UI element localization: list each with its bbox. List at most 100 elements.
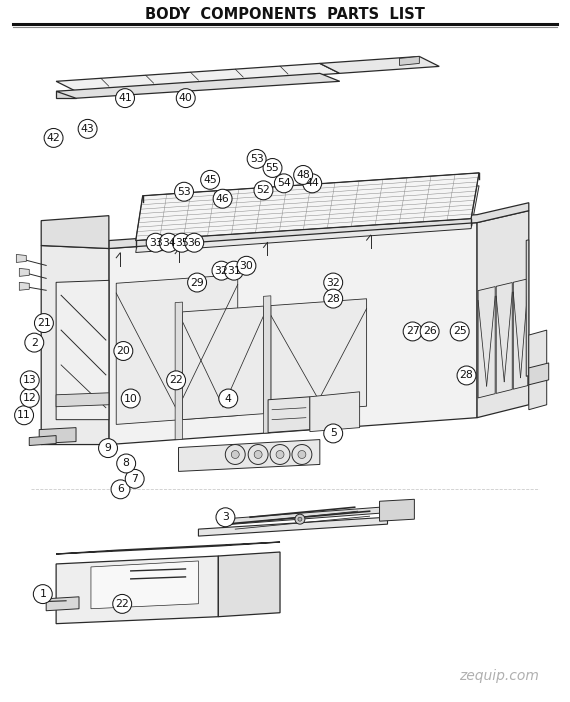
Circle shape bbox=[324, 273, 343, 292]
Circle shape bbox=[216, 508, 235, 526]
Circle shape bbox=[33, 585, 52, 604]
Polygon shape bbox=[91, 561, 198, 609]
Polygon shape bbox=[221, 508, 380, 525]
Text: 11: 11 bbox=[17, 410, 31, 420]
Text: 32: 32 bbox=[327, 277, 340, 288]
Circle shape bbox=[174, 183, 193, 201]
Polygon shape bbox=[198, 517, 388, 536]
Text: BODY  COMPONENTS  PARTS  LIST: BODY COMPONENTS PARTS LIST bbox=[145, 7, 425, 22]
Circle shape bbox=[219, 389, 238, 408]
Text: 25: 25 bbox=[453, 326, 467, 336]
Text: 3: 3 bbox=[222, 512, 229, 522]
Polygon shape bbox=[175, 302, 182, 439]
Circle shape bbox=[276, 451, 284, 458]
Polygon shape bbox=[400, 56, 420, 65]
Polygon shape bbox=[310, 392, 360, 432]
Polygon shape bbox=[29, 435, 56, 446]
Text: 33: 33 bbox=[149, 238, 162, 248]
Circle shape bbox=[420, 322, 439, 341]
Text: 22: 22 bbox=[169, 376, 183, 385]
Polygon shape bbox=[182, 306, 263, 420]
Circle shape bbox=[294, 166, 312, 185]
Text: 41: 41 bbox=[118, 93, 132, 103]
Circle shape bbox=[263, 159, 282, 178]
Text: 6: 6 bbox=[117, 484, 124, 494]
Circle shape bbox=[44, 128, 63, 147]
Polygon shape bbox=[178, 439, 320, 472]
Circle shape bbox=[15, 406, 34, 425]
Circle shape bbox=[113, 595, 132, 614]
Text: 55: 55 bbox=[266, 163, 279, 173]
Text: 35: 35 bbox=[175, 238, 189, 248]
Polygon shape bbox=[513, 279, 528, 389]
Circle shape bbox=[121, 389, 140, 408]
Text: 34: 34 bbox=[162, 238, 176, 248]
Polygon shape bbox=[19, 268, 29, 277]
Circle shape bbox=[254, 451, 262, 458]
Circle shape bbox=[125, 470, 144, 489]
Polygon shape bbox=[39, 428, 76, 444]
Text: 28: 28 bbox=[459, 371, 474, 380]
Text: 42: 42 bbox=[47, 133, 60, 143]
Circle shape bbox=[231, 451, 239, 458]
Polygon shape bbox=[56, 393, 109, 406]
Polygon shape bbox=[109, 203, 529, 249]
Text: 44: 44 bbox=[306, 178, 319, 188]
Polygon shape bbox=[56, 542, 280, 554]
Text: 13: 13 bbox=[23, 376, 36, 385]
Circle shape bbox=[225, 444, 245, 465]
Text: 29: 29 bbox=[190, 277, 204, 288]
Text: 9: 9 bbox=[104, 443, 112, 453]
Text: 45: 45 bbox=[203, 175, 217, 185]
Circle shape bbox=[237, 256, 256, 275]
Circle shape bbox=[159, 233, 178, 252]
Polygon shape bbox=[320, 56, 439, 74]
Circle shape bbox=[295, 514, 305, 524]
Text: 5: 5 bbox=[330, 428, 337, 439]
Circle shape bbox=[201, 171, 219, 190]
Text: 48: 48 bbox=[296, 170, 310, 180]
Circle shape bbox=[298, 451, 306, 458]
Circle shape bbox=[403, 322, 422, 341]
Text: 46: 46 bbox=[215, 194, 230, 204]
Circle shape bbox=[117, 454, 136, 473]
Polygon shape bbox=[496, 282, 512, 393]
Circle shape bbox=[324, 289, 343, 308]
Circle shape bbox=[99, 439, 117, 458]
Circle shape bbox=[166, 371, 186, 390]
Text: 27: 27 bbox=[406, 326, 420, 336]
Circle shape bbox=[185, 233, 203, 252]
Circle shape bbox=[114, 342, 133, 360]
Polygon shape bbox=[56, 74, 340, 98]
Text: 22: 22 bbox=[115, 599, 129, 609]
Circle shape bbox=[172, 233, 191, 252]
Polygon shape bbox=[56, 280, 109, 420]
Circle shape bbox=[270, 444, 290, 465]
Polygon shape bbox=[529, 363, 549, 385]
Polygon shape bbox=[380, 499, 414, 521]
Polygon shape bbox=[56, 556, 218, 623]
Text: 12: 12 bbox=[23, 393, 36, 403]
Text: 4: 4 bbox=[225, 394, 232, 404]
Text: 52: 52 bbox=[256, 185, 270, 195]
Text: 10: 10 bbox=[124, 394, 137, 404]
Text: 36: 36 bbox=[188, 238, 201, 248]
Polygon shape bbox=[268, 397, 310, 432]
Polygon shape bbox=[19, 282, 29, 291]
Circle shape bbox=[21, 371, 39, 390]
Text: 7: 7 bbox=[131, 474, 138, 484]
Text: 32: 32 bbox=[214, 265, 229, 276]
Text: 53: 53 bbox=[250, 154, 263, 164]
Polygon shape bbox=[136, 186, 479, 253]
Text: 8: 8 bbox=[123, 458, 129, 468]
Circle shape bbox=[188, 273, 206, 292]
Text: 1: 1 bbox=[39, 589, 46, 599]
Text: 53: 53 bbox=[177, 187, 191, 197]
Circle shape bbox=[274, 174, 294, 193]
Circle shape bbox=[116, 88, 135, 107]
Circle shape bbox=[21, 388, 39, 407]
Polygon shape bbox=[116, 274, 238, 425]
Polygon shape bbox=[46, 597, 79, 611]
Circle shape bbox=[213, 190, 232, 208]
Polygon shape bbox=[17, 254, 26, 263]
